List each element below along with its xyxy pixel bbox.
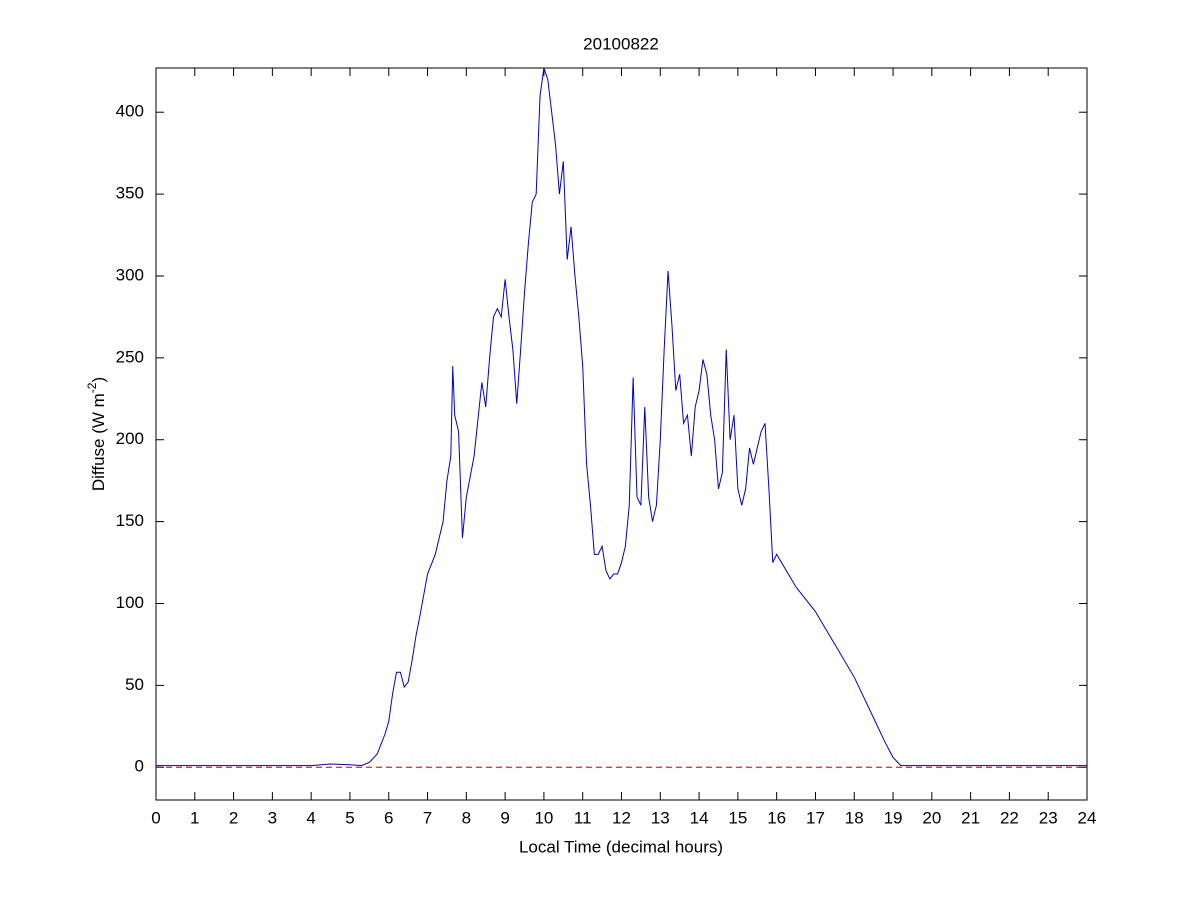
- x-tick-label: 20: [922, 808, 941, 827]
- x-tick-label: 15: [728, 808, 747, 827]
- y-tick-label: 300: [116, 265, 144, 284]
- x-tick-label: 21: [961, 808, 980, 827]
- x-tick-label: 9: [500, 808, 509, 827]
- x-tick-label: 2: [229, 808, 238, 827]
- y-tick-label: 400: [116, 102, 144, 121]
- y-tick-label: 250: [116, 347, 144, 366]
- x-tick-label: 14: [690, 808, 709, 827]
- x-tick-label: 0: [151, 808, 160, 827]
- x-tick-label: 10: [534, 808, 553, 827]
- x-tick-label: 18: [845, 808, 864, 827]
- x-tick-label: 4: [306, 808, 315, 827]
- x-tick-label: 1: [190, 808, 199, 827]
- y-tick-label: 350: [116, 184, 144, 203]
- x-tick-label: 17: [806, 808, 825, 827]
- y-axis-label-end: ): [89, 377, 108, 383]
- x-tick-label: 19: [884, 808, 903, 827]
- y-axis-label-main: Diffuse (W m: [89, 393, 108, 491]
- y-tick-label: 0: [135, 757, 144, 776]
- data-line: [156, 67, 1087, 767]
- x-tick-label: 22: [1000, 808, 1019, 827]
- x-tick-label: 3: [268, 808, 277, 827]
- x-tick-label: 13: [651, 808, 670, 827]
- x-tick-label: 11: [574, 808, 592, 827]
- x-axis-label: Local Time (decimal hours): [519, 837, 723, 856]
- x-tick-label: 16: [767, 808, 786, 827]
- x-tick-label: 6: [384, 808, 393, 827]
- y-tick-label: 200: [116, 429, 144, 448]
- y-tick-label: 50: [125, 675, 144, 694]
- x-tick-label: 23: [1039, 808, 1058, 827]
- y-tick-label: 150: [116, 511, 144, 530]
- x-tick-label: 24: [1078, 808, 1097, 827]
- x-tick-label: 12: [612, 808, 631, 827]
- x-tick-label: 7: [423, 808, 432, 827]
- plot-area: [155, 67, 1088, 801]
- y-tick-label: 100: [116, 593, 144, 612]
- y-axis-label-sup: -2: [85, 382, 99, 393]
- y-axis-label: Diffuse (W m-2): [85, 377, 108, 491]
- x-tick-label: 8: [462, 808, 471, 827]
- chart-title: 20100822: [583, 34, 659, 53]
- x-tick-label: 5: [345, 808, 354, 827]
